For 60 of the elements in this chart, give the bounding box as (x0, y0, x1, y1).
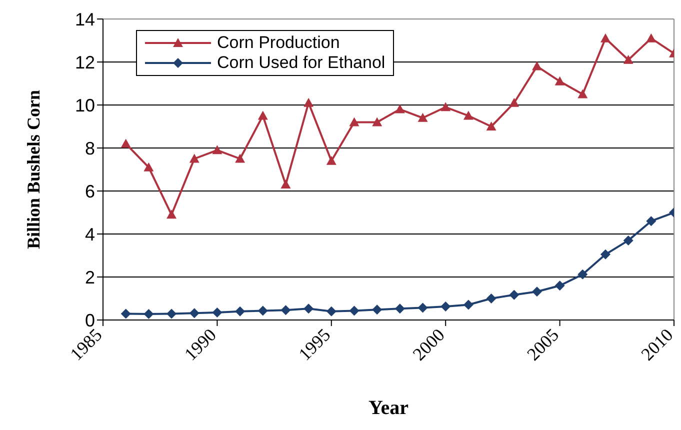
point (189, 154, 200, 163)
y-axis-title: Billion Bushels Corn (23, 90, 44, 250)
point (349, 306, 360, 316)
point (486, 122, 496, 130)
point (554, 76, 565, 86)
point (304, 304, 314, 314)
point (326, 306, 336, 316)
point (600, 249, 610, 260)
point (394, 304, 405, 314)
point (212, 307, 222, 318)
point (258, 306, 268, 316)
point (166, 210, 177, 219)
point (349, 117, 360, 126)
y-tick-label: 6 (84, 181, 95, 202)
point (280, 180, 291, 189)
point (646, 33, 656, 42)
point (600, 33, 610, 42)
point (304, 98, 314, 107)
point (623, 235, 634, 246)
y-tick-label: 8 (84, 138, 95, 158)
point (258, 110, 268, 120)
x-axis-title: Year (368, 397, 409, 419)
point (440, 301, 451, 312)
point (166, 308, 177, 319)
point (280, 305, 291, 316)
point (120, 308, 131, 319)
point (418, 302, 428, 313)
point (394, 104, 405, 114)
point (532, 286, 542, 297)
point (463, 110, 474, 120)
point (235, 306, 246, 316)
point (578, 89, 588, 98)
point (120, 138, 131, 148)
point (144, 308, 154, 319)
point (212, 145, 222, 154)
point (509, 98, 520, 107)
y-tick-label: 14 (74, 9, 95, 30)
point (418, 112, 428, 122)
point (189, 308, 200, 318)
point (440, 102, 451, 112)
point (235, 154, 246, 163)
point (509, 290, 520, 300)
point (646, 216, 656, 226)
point (463, 300, 474, 310)
y-tick-label: 4 (84, 224, 95, 244)
point (326, 156, 336, 165)
point (144, 162, 154, 172)
y-tick-label: 12 (74, 52, 95, 72)
point (554, 280, 565, 291)
point (532, 61, 542, 70)
point (623, 54, 634, 64)
point (486, 294, 496, 304)
point (578, 269, 588, 280)
legend-label: Corn Used for Ethanol (217, 53, 386, 73)
point (372, 117, 382, 126)
y-tick-label: 10 (74, 95, 95, 116)
point (372, 304, 382, 315)
y-tick-label: 0 (84, 310, 95, 330)
y-tick-label: 2 (84, 267, 95, 288)
legend-label: Corn Production (217, 33, 340, 53)
